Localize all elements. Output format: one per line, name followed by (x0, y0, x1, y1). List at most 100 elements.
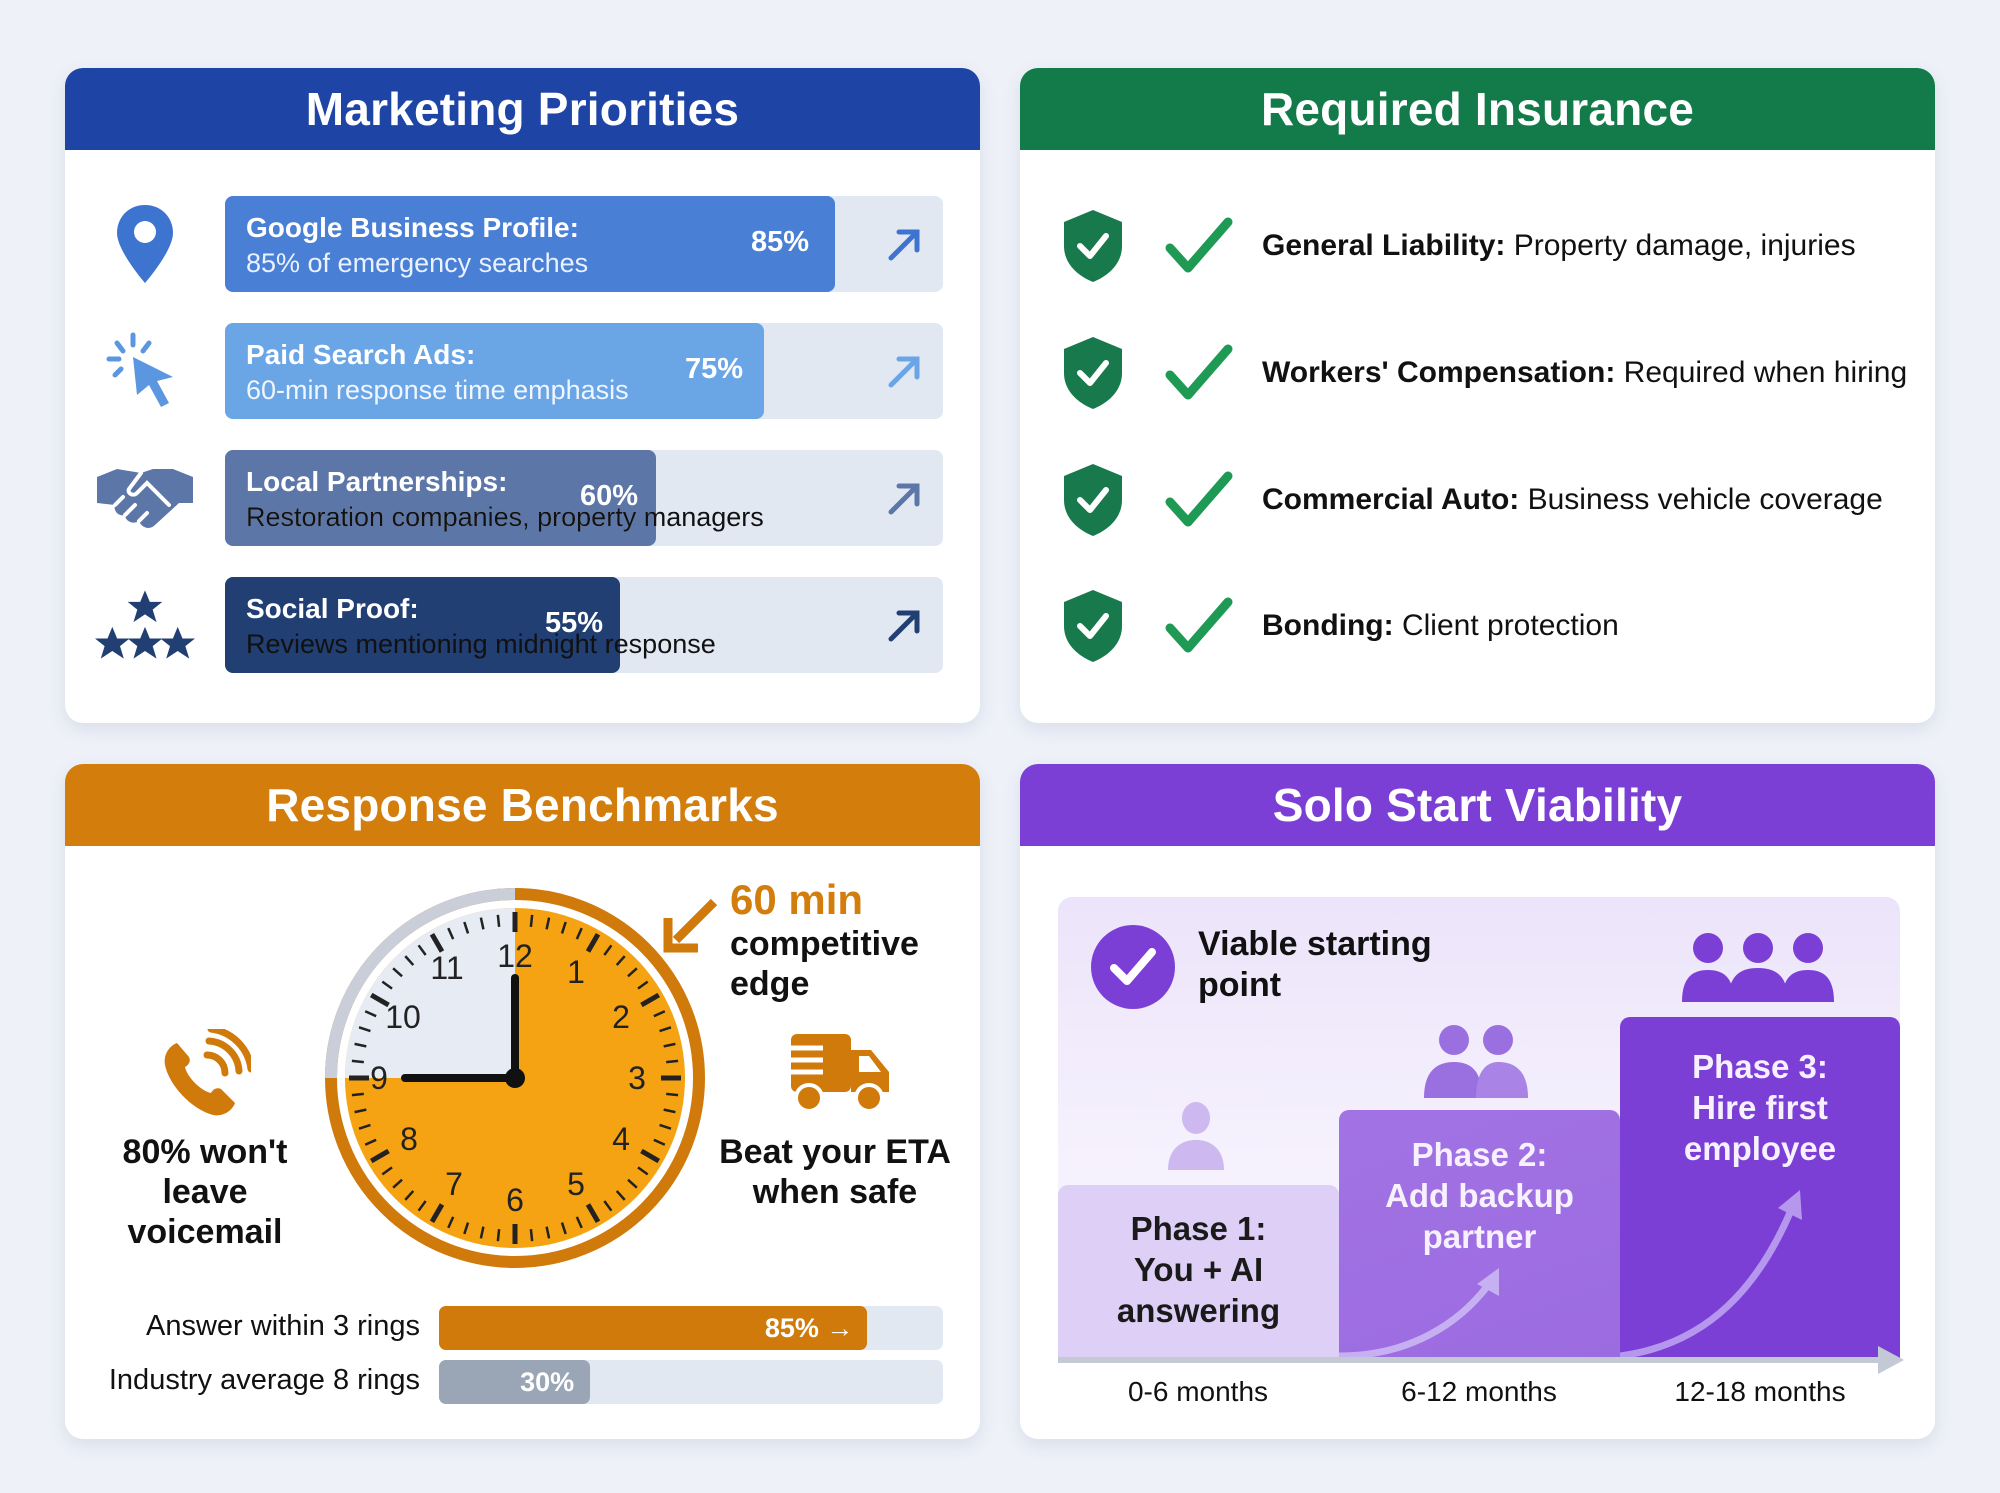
map-pin-icon (95, 204, 195, 284)
check-icon (1165, 471, 1233, 527)
insurance-item-name: Bonding: (1262, 609, 1394, 642)
check-icon (1165, 344, 1233, 400)
required-insurance-card: Required Insurance General Liability: Pr… (1020, 68, 1935, 723)
insurance-item: Bonding: Client protection (1060, 586, 1920, 666)
marketing-bar-track: Local Partnerships: Restoration companie… (225, 450, 943, 546)
check-icon (1165, 217, 1233, 273)
stars-icon (95, 585, 195, 665)
solo-start-card: Solo Start Viability Viable starting poi… (1020, 764, 1935, 1439)
phase-2-line1: Phase 2: (1411, 1136, 1548, 1173)
phase-3-block (1620, 1017, 1900, 1359)
insurance-item-detail: Business vehicle coverage (1527, 483, 1883, 516)
marketing-item-description: Reviews mentioning midnight response (246, 629, 716, 659)
phase-1-line1: Phase 1: (1130, 1210, 1267, 1247)
insurance-header: Required Insurance (1020, 68, 1935, 150)
growth-arrow-icon (1339, 1268, 1499, 1359)
phase-3-line2: Hire first (1692, 1089, 1828, 1126)
left-stat-line2: leave (162, 1173, 248, 1211)
marketing-item-percent: 85% (751, 226, 810, 258)
phase-1-line3: answering (1116, 1292, 1281, 1329)
marketing-bar-fill (225, 196, 836, 292)
right-stat: Beat your ETA when safe (705, 1132, 965, 1212)
shield-check-icon (1064, 210, 1122, 282)
marketing-bar-fill (225, 450, 656, 546)
clock-numeral: 3 (628, 1060, 646, 1096)
clock-numeral: 7 (445, 1166, 463, 1202)
clock-numeral: 1 (567, 954, 585, 990)
clock-numeral: 4 (612, 1121, 630, 1157)
marketing-item-title: Social Proof: (246, 593, 419, 624)
timeline-axis (1058, 1357, 1888, 1363)
phase-2-duration: 6-12 months (1401, 1376, 1557, 1407)
callout-time: 60 min (730, 876, 864, 923)
insurance-item-name: General Liability: (1262, 229, 1506, 262)
benchmark-value: 30% (520, 1366, 575, 1397)
left-stat-line3: voicemail (127, 1213, 283, 1251)
person-icon (1168, 1102, 1224, 1170)
marketing-bar-fill (225, 577, 620, 673)
insurance-item-detail: Property damage, injuries (1513, 229, 1856, 262)
benchmark-bar-fill: 85% → (439, 1306, 868, 1350)
clock-numeral: 11 (430, 950, 463, 986)
marketing-row-partnerships: Local Partnerships: Restoration companie… (65, 450, 980, 546)
marketing-item-percent: 55% (545, 607, 604, 639)
insurance-item-text: Commercial Auto: Business vehicle covera… (1262, 483, 1883, 517)
marketing-item-title: Paid Search Ads: (246, 339, 476, 370)
clock-numeral: 6 (506, 1182, 524, 1218)
marketing-title: Marketing Priorities (305, 83, 740, 135)
group-people-icon (1682, 933, 1834, 1002)
clock-numeral: 9 (370, 1060, 388, 1096)
phase-2-line2: Add backup (1385, 1177, 1574, 1214)
benchmark-bar-fill: 30% (439, 1360, 591, 1404)
marketing-item-description-text: Restoration companies, property managers (246, 502, 764, 532)
response-header: Response Benchmarks (65, 764, 980, 846)
shield-check-icon (1064, 590, 1122, 662)
right-stat-line2: when safe (752, 1173, 918, 1211)
insurance-item-name: Commercial Auto: (1262, 483, 1520, 516)
marketing-row-paid-search: Paid Search Ads: 60-min response time em… (65, 323, 980, 419)
phase-2-block (1339, 1110, 1620, 1359)
insurance-item: Commercial Auto: Business vehicle covera… (1060, 460, 1920, 540)
marketing-item-description: Restoration companies, property managers (246, 502, 764, 533)
solo-header: Solo Start Viability (1020, 764, 1935, 846)
callout-arrow-icon (663, 898, 718, 953)
marketing-item-title: Google Business Profile: (246, 212, 579, 243)
shield-check-icon (1064, 337, 1122, 409)
left-stat: 80% won't leave voicemail (105, 1132, 305, 1252)
callout-text: competitive edge (730, 924, 919, 1004)
phase-2-label: Phase 2: Add backup partner (1339, 1134, 1620, 1257)
benchmark-value: 85% → (764, 1312, 854, 1343)
insurance-item: Workers' Compensation: Required when hir… (1060, 333, 1920, 413)
viable-badge-line1: Viable starting (1198, 925, 1432, 963)
shield-check-icon (1064, 464, 1122, 536)
solo-title: Solo Start Viability (1272, 779, 1683, 831)
benchmark-bar-track: 85% → (439, 1306, 943, 1350)
insurance-title: Required Insurance (1260, 83, 1695, 135)
growth-arrow-icon (1620, 1190, 1802, 1359)
marketing-bar-fill (225, 323, 764, 419)
trend-arrow-icon (888, 610, 920, 642)
phase-1-line2: You + AI (1133, 1251, 1264, 1288)
trend-arrow-icon (888, 229, 920, 261)
marketing-item-percent: 75% (685, 353, 744, 385)
marketing-header: Marketing Priorities (65, 68, 980, 150)
phase-1-block (1058, 1185, 1339, 1359)
response-benchmarks-card: Response Benchmarks 12 (65, 764, 980, 1439)
clock-icon: 12 1 2 3 4 5 6 7 8 9 10 11 (325, 888, 705, 1268)
clock-numeral: 2 (612, 999, 630, 1035)
insurance-item-detail: Required when hiring (1623, 356, 1908, 389)
cursor-click-icon (95, 331, 195, 411)
delivery-truck-icon (779, 1034, 889, 1113)
trend-arrow-icon (888, 356, 920, 388)
handshake-icon (95, 458, 195, 538)
phase-1-label: Phase 1: You + AI answering (1058, 1208, 1339, 1331)
marketing-item-percent: 60% (580, 480, 639, 512)
phase-1-duration: 0-6 months (1127, 1376, 1269, 1407)
clock-numeral: 8 (400, 1121, 418, 1157)
viable-badge-line2: point (1198, 966, 1282, 1004)
insurance-item-text: Bonding: Client protection (1262, 609, 1619, 643)
marketing-row-social-proof: Social Proof: Reviews mentioning midnigh… (65, 577, 980, 673)
left-stat-line1: 80% won't (122, 1133, 288, 1171)
response-title: Response Benchmarks (266, 779, 779, 831)
benchmark-label: Industry average 8 rings (108, 1364, 420, 1396)
